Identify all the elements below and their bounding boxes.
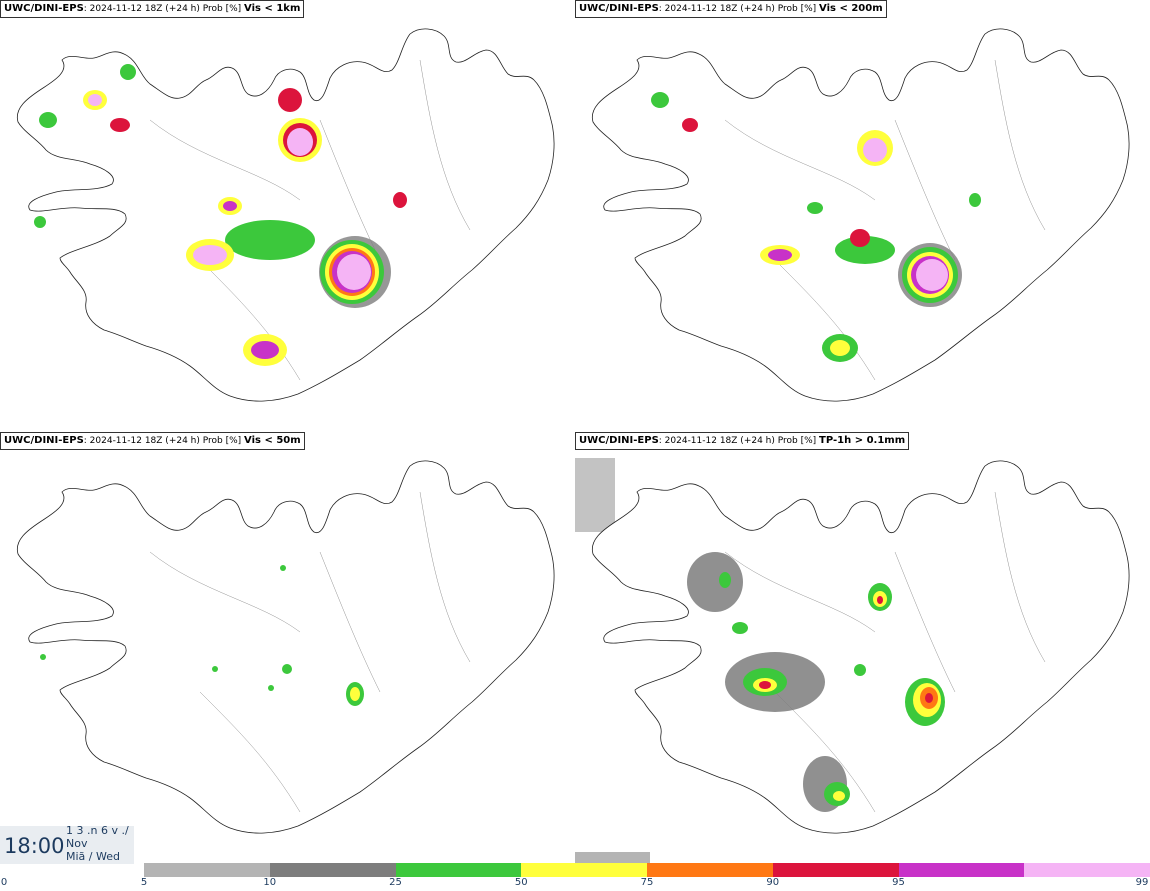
colorbar-segment: [144, 863, 270, 877]
probability-colorbar: [144, 863, 1150, 877]
coastline: [591, 28, 1130, 402]
colorbar-tick-label: 90: [766, 877, 780, 888]
borders: [149, 491, 471, 813]
map-panel-vis-1km: UWC/DINI-EPS: 2024-11-12 18Z (+24 h) Pro…: [0, 0, 575, 432]
iceland-map: [575, 458, 1130, 864]
panel-title: UWC/DINI-EPS: 2024-11-12 18Z (+24 h) Pro…: [575, 0, 887, 18]
map-panel-vis-200m: UWC/DINI-EPS: 2024-11-12 18Z (+24 h) Pro…: [575, 0, 1150, 432]
panel-title: UWC/DINI-EPS: 2024-11-12 18Z (+24 h) Pro…: [0, 0, 305, 18]
colorbar-tick-label: 99: [1135, 877, 1149, 888]
colorbar-tick-label: 5: [140, 877, 148, 888]
coastline: [591, 460, 1130, 834]
colorbar-segment: [269, 863, 396, 877]
colorbar-ticks: 0 5 10 25 50 75 90 95 99: [0, 877, 1150, 891]
map-panel-tp-1h: UWC/DINI-EPS: 2024-11-12 18Z (+24 h) Pro…: [575, 432, 1150, 864]
colorbar-segment: [521, 863, 647, 877]
probability-fields: [40, 565, 364, 706]
colorbar-segment: [1024, 863, 1150, 877]
panel-title: UWC/DINI-EPS: 2024-11-12 18Z (+24 h) Pro…: [0, 432, 305, 450]
probability-fields: [651, 92, 981, 362]
valid-time-box: 18:00 1 3 .n 6 v ./ Nov Miã / Wed: [0, 824, 134, 864]
colorbar-segment: [898, 863, 1025, 877]
colorbar-tick-label: 50: [514, 877, 528, 888]
colorbar-segment: [395, 863, 522, 877]
iceland-map: [16, 460, 555, 834]
borders: [724, 59, 1046, 381]
colorbar-tick-label: 0: [0, 877, 8, 888]
panel-title: UWC/DINI-EPS: 2024-11-12 18Z (+24 h) Pro…: [575, 432, 910, 450]
valid-time: 18:00: [4, 834, 65, 858]
iceland-map: [16, 28, 555, 402]
colorbar-segment: [647, 863, 773, 877]
colorbar-segment: [772, 863, 899, 877]
valid-date: 1 3 .n 6 v ./ Nov Miã / Wed: [66, 824, 129, 863]
probability-fields: [34, 64, 407, 366]
colorbar-tick-label: 75: [640, 877, 654, 888]
colorbar-tick-label: 95: [892, 877, 905, 888]
coastline: [16, 460, 555, 834]
borders: [724, 491, 1046, 813]
colorbar-tick-label: 25: [389, 877, 402, 888]
colorbar-tick-label: 10: [263, 877, 277, 888]
iceland-map: [591, 28, 1130, 402]
probability-fields: [687, 552, 945, 812]
map-panel-vis-50m: UWC/DINI-EPS: 2024-11-12 18Z (+24 h) Pro…: [0, 432, 575, 864]
borders: [149, 59, 471, 381]
